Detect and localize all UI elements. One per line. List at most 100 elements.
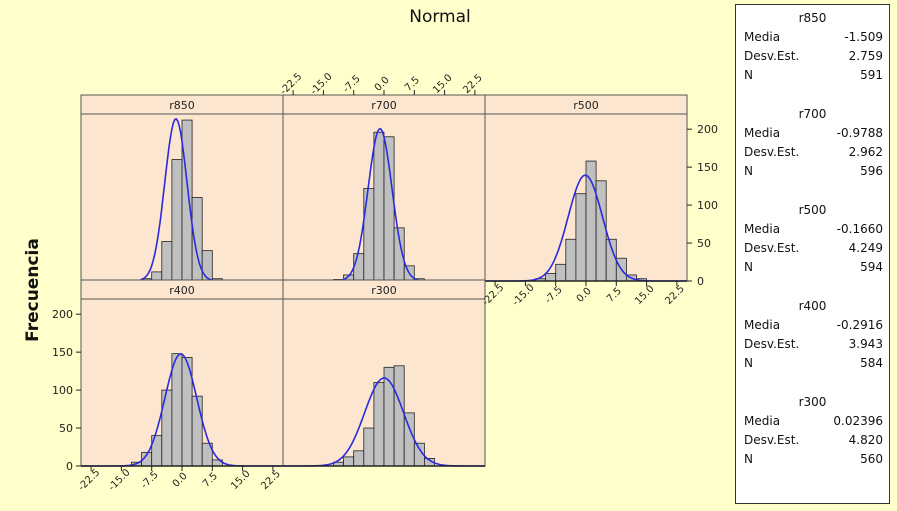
sd-label: Desv.Est. xyxy=(744,49,800,63)
x-tick-label: -7.5 xyxy=(139,469,161,491)
panel-r700: r700 xyxy=(282,94,486,282)
y-tick-label: 50 xyxy=(59,422,73,435)
y-axis-left: 0 50 100 150 200 xyxy=(52,308,81,473)
x-tick-label: 0.0 xyxy=(575,286,594,305)
sd-value-r300: 4.820 xyxy=(848,433,883,447)
panel-label-r400: r400 xyxy=(169,284,195,297)
x-tick-label: -15.0 xyxy=(511,282,537,308)
histogram-bar xyxy=(201,250,213,282)
histogram-bar xyxy=(393,365,405,467)
x-tick-label: 7.5 xyxy=(201,471,220,490)
y-tick-label: 100 xyxy=(697,199,718,212)
x-tick-label: -22.5 xyxy=(278,71,304,97)
mean-label: Media xyxy=(744,222,781,236)
x-tick-label: 7.5 xyxy=(605,286,624,305)
sd-label: Desv.Est. xyxy=(744,241,800,255)
y-tick-label: 150 xyxy=(697,161,718,174)
x-axis-bottom-left: -22.5 -15.0 -7.5 0.0 7.5 15.0 22.5 xyxy=(76,466,283,493)
y-tick-label: 200 xyxy=(697,123,718,136)
y-tick-label: 200 xyxy=(52,308,73,321)
x-tick-label: 15.0 xyxy=(633,283,657,307)
histogram-bar xyxy=(575,193,587,282)
panel-label-r300: r300 xyxy=(371,284,397,297)
histogram-bar xyxy=(191,395,203,467)
y-tick-label: 50 xyxy=(697,237,711,250)
stats-group-r850: r850 Media -1.509 Desv.Est. 2.759 N 591 xyxy=(736,11,889,107)
x-axis-top: -22.5 -15.0 -7.5 0.0 7.5 15.0 22.5 xyxy=(278,71,485,97)
x-tick-label: -15.0 xyxy=(107,467,133,493)
x-tick-label: -7.5 xyxy=(341,73,363,95)
histogram-bar xyxy=(373,382,385,467)
stats-group-r400: r400 Media -0.2916 Desv.Est. 3.943 N 584 xyxy=(736,299,889,395)
histogram-bar xyxy=(565,238,577,282)
stats-group-r700: r700 Media -0.9788 Desv.Est. 2.962 N 596 xyxy=(736,107,889,203)
panel-r400: r400 xyxy=(80,279,284,467)
stats-title-r500: r500 xyxy=(798,203,827,217)
n-value-r300: 560 xyxy=(860,452,883,466)
x-tick-label: 0.0 xyxy=(171,471,190,490)
y-axis-label: Frecuencia xyxy=(23,238,43,342)
y-axis-right: 0 50 100 150 200 xyxy=(687,123,718,288)
panel-r500: r500 xyxy=(484,94,688,282)
panel-label-r700: r700 xyxy=(371,99,397,112)
panel-strip xyxy=(282,279,486,300)
panel-label-r850: r850 xyxy=(169,99,195,112)
histogram-bar xyxy=(353,450,365,467)
panel-label-r500: r500 xyxy=(573,99,599,112)
histogram-bar xyxy=(595,180,607,282)
x-tick-label: 7.5 xyxy=(403,75,422,94)
histogram-bar xyxy=(161,241,173,282)
histogram-bar xyxy=(555,263,567,282)
panel-r300: r300 xyxy=(282,279,486,467)
histogram-bar xyxy=(373,131,385,282)
panel-r850: r850 xyxy=(80,94,284,282)
n-value-r700: 596 xyxy=(860,164,883,178)
sd-value-r500: 4.249 xyxy=(848,241,883,255)
mean-label: Media xyxy=(744,414,781,428)
histogram-bar xyxy=(343,456,355,467)
n-value-r400: 584 xyxy=(860,356,883,370)
histogram-bar xyxy=(363,187,375,282)
panel-strip xyxy=(484,94,688,115)
histogram-bar xyxy=(171,159,183,282)
n-label: N xyxy=(744,260,753,274)
x-tick-label: 22.5 xyxy=(461,72,485,96)
n-value-r500: 594 xyxy=(860,260,883,274)
stats-title-r400: r400 xyxy=(798,299,827,313)
chart-title: Normal xyxy=(409,7,471,27)
histogram-bar xyxy=(403,412,415,467)
histogram-bar xyxy=(383,136,395,282)
mean-label: Media xyxy=(744,126,781,140)
x-tick-label: -15.0 xyxy=(309,71,335,97)
mean-label: Media xyxy=(744,30,781,44)
stats-title-r850: r850 xyxy=(798,11,827,25)
x-tick-label: 22.5 xyxy=(663,283,687,307)
sd-value-r850: 2.759 xyxy=(848,49,883,63)
n-label: N xyxy=(744,68,753,82)
y-tick-label: 100 xyxy=(52,384,73,397)
mean-value-r300: 0.02396 xyxy=(833,414,883,428)
histogram-bar xyxy=(545,273,557,282)
sd-value-r700: 2.962 xyxy=(848,145,883,159)
x-tick-label: -7.5 xyxy=(543,284,565,306)
stats-group-r500: r500 Media -0.1660 Desv.Est. 4.249 N 594 xyxy=(736,203,889,299)
stats-title-r700: r700 xyxy=(798,107,827,121)
mean-value-r400: -0.2916 xyxy=(836,318,883,332)
n-value-r850: 591 xyxy=(860,68,883,82)
stats-title-r300: r300 xyxy=(798,395,827,409)
x-tick-label: -22.5 xyxy=(76,467,102,493)
n-label: N xyxy=(744,164,753,178)
histogram-bar xyxy=(353,253,365,282)
mean-value-r500: -0.1660 xyxy=(836,222,883,236)
sd-label: Desv.Est. xyxy=(744,337,800,351)
histogram-bar xyxy=(171,353,183,467)
x-axis-bottom-right: -22.5 -15.0 -7.5 0.0 7.5 15.0 22.5 xyxy=(480,281,687,308)
y-tick-label: 150 xyxy=(52,346,73,359)
histogram-bar xyxy=(363,427,375,467)
y-tick-label: 0 xyxy=(66,460,73,473)
x-tick-label: 15.0 xyxy=(229,468,253,492)
n-label: N xyxy=(744,452,753,466)
x-tick-label: 22.5 xyxy=(259,468,283,492)
